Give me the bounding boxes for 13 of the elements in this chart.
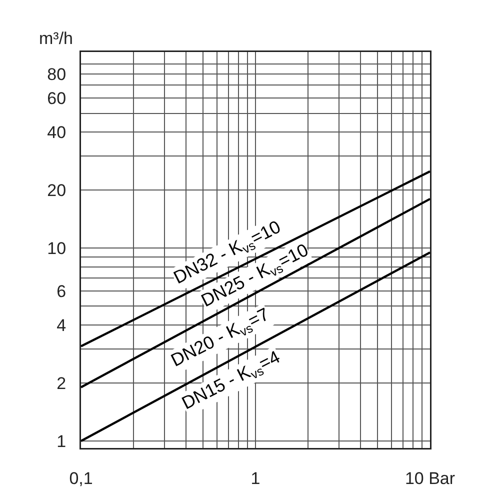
y-tick-label: 80 [47,64,66,84]
y-tick-label: 6 [56,282,66,301]
x-tick-label: 10 Bar [404,468,456,488]
y-tick-label: 2 [56,374,66,393]
y-tick-label: 4 [56,316,66,335]
x-tick-label: 0,1 [69,468,93,488]
x-tick-label: 1 [250,468,260,488]
y-tick-label: 20 [47,181,66,200]
y-tick-label: 60 [47,89,66,108]
y-tick-label: 1 [56,432,66,451]
y-axis-title: m³/h [39,29,73,48]
y-tick-label: 40 [47,122,66,142]
y-tick-label: 10 [47,239,66,258]
